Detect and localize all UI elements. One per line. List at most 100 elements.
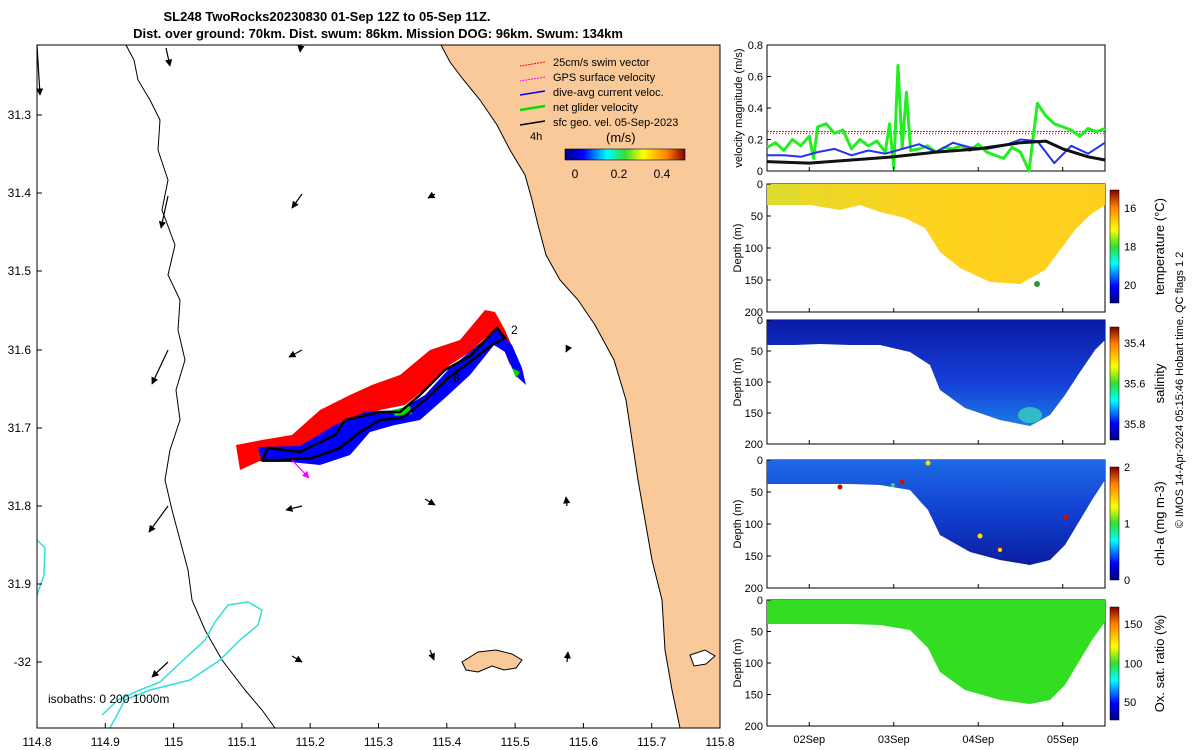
legend-current-icon bbox=[519, 90, 546, 96]
point-label-6: 6 bbox=[453, 371, 460, 385]
profile-ytick-label: 0 bbox=[757, 315, 763, 327]
velocity-ytick-label: 0.4 bbox=[748, 103, 763, 115]
map-legend: 25cm/s swim vector GPS surface velocity … bbox=[519, 57, 686, 181]
legend-swim-vector-icon bbox=[519, 61, 546, 67]
salinity-fresh-patch bbox=[1018, 407, 1042, 423]
profile-ytick-label: 150 bbox=[745, 275, 763, 287]
profile-xtick-label: 04Sep bbox=[962, 734, 994, 746]
profile-ylabel: Depth (m) bbox=[732, 500, 744, 549]
salinity-colorbar bbox=[1109, 326, 1120, 441]
oxygen-colorbar bbox=[1109, 606, 1120, 721]
map-xtick-label: 115.2 bbox=[296, 735, 325, 749]
rottnest-island bbox=[461, 649, 523, 673]
temperature-section bbox=[767, 184, 1105, 284]
profile-ytick-label: 50 bbox=[751, 487, 763, 499]
colorbar-label: temperature (°C) bbox=[1152, 198, 1167, 295]
profile-ylabel: Depth (m) bbox=[732, 358, 744, 407]
temperature-cool-point bbox=[1034, 281, 1040, 287]
legend-net-velocity: net glider velocity bbox=[553, 102, 638, 114]
map-xtick-label: 115.5 bbox=[501, 735, 530, 749]
profile-ylabel: Depth (m) bbox=[732, 224, 744, 273]
velocity-ylabel: velocity magnitude (m/s) bbox=[733, 48, 745, 167]
profile-ytick-label: 200 bbox=[745, 721, 763, 733]
colorbar-label: chl-a (mg m-3) bbox=[1152, 481, 1167, 566]
profile-ytick-label: 200 bbox=[745, 307, 763, 319]
oxygen-section bbox=[767, 600, 1105, 704]
map-ytick-label: 31.6 bbox=[8, 343, 32, 357]
colorbar-tick-label: 20 bbox=[1124, 280, 1136, 292]
velocity-ytick-label: 0 bbox=[757, 166, 763, 178]
map-xtick-label: 115.1 bbox=[227, 735, 256, 749]
map-ytick-label: 31.9 bbox=[8, 577, 32, 591]
gps-velocity-arrow bbox=[291, 459, 310, 479]
velocity-ytick-label: 0.8 bbox=[748, 40, 763, 52]
profile-ytick-label: 50 bbox=[751, 211, 763, 223]
legend-gps: GPS surface velocity bbox=[553, 72, 656, 84]
isobath-note: isobaths: 0 200 1000m bbox=[48, 692, 169, 706]
map-xtick-label: 114.9 bbox=[91, 735, 120, 749]
profile-ytick-label: 0 bbox=[757, 179, 763, 191]
map-colorbar-tick: 0 bbox=[572, 167, 579, 181]
velocity-series-line-3 bbox=[766, 139, 1106, 165]
coastline-land bbox=[440, 44, 721, 729]
swim-vectors-band bbox=[236, 310, 518, 470]
salinity-section bbox=[767, 320, 1105, 426]
profile-xtick-label: 03Sep bbox=[878, 734, 910, 746]
profile-ytick-label: 50 bbox=[751, 346, 763, 358]
velocity-series-line-1 bbox=[766, 64, 1106, 173]
map-colorbar-tick: 0.2 bbox=[611, 167, 628, 181]
legend-swim-vector: 25cm/s swim vector bbox=[553, 57, 650, 69]
map-xtick-label: 115.6 bbox=[569, 735, 598, 749]
colorbar-tick-label: 18 bbox=[1124, 242, 1136, 254]
chla-section bbox=[767, 460, 1105, 565]
map-ytick-label: 31.3 bbox=[8, 108, 32, 122]
map-xtick-label: 114.8 bbox=[22, 735, 51, 749]
legend-current: dive-avg current veloc. bbox=[553, 87, 664, 99]
velocity-ytick-label: 0.6 bbox=[748, 72, 763, 84]
colorbar-tick-label: 35.6 bbox=[1124, 379, 1145, 391]
profile-ylabel: Depth (m) bbox=[732, 639, 744, 688]
map-ytick-label: 31.4 bbox=[8, 186, 32, 200]
legend-gps-icon bbox=[519, 76, 546, 82]
legend-net-velocity-icon bbox=[519, 104, 546, 112]
profile-ytick-label: 150 bbox=[745, 408, 763, 420]
colorbar-tick-label: 35.8 bbox=[1124, 419, 1145, 431]
profile-ytick-label: 150 bbox=[745, 690, 763, 702]
map-ytick-label: -32 bbox=[14, 655, 32, 669]
colorbar-tick-label: 35.4 bbox=[1124, 338, 1145, 350]
velocity-series bbox=[766, 64, 1106, 173]
temperature-cool-patch bbox=[767, 184, 800, 205]
colorbar-tick-label: 50 bbox=[1124, 697, 1136, 709]
profile-xtick-label: 02Sep bbox=[793, 734, 825, 746]
chla-colorbar bbox=[1109, 466, 1120, 581]
profile-ytick-label: 100 bbox=[745, 243, 763, 255]
colorbar-tick-label: 2 bbox=[1124, 462, 1130, 474]
profile-ytick-label: 0 bbox=[757, 455, 763, 467]
map-xtick-label: 115.8 bbox=[705, 735, 734, 749]
title-line-1: SL248 TwoRocks20230830 01-Sep 12Z to 05-… bbox=[163, 9, 490, 24]
map-colorbar-tick: 0.4 bbox=[654, 167, 671, 181]
scale-label: 4h bbox=[530, 131, 542, 143]
map-panel: 2 6 25cm/ bbox=[8, 44, 735, 749]
profile-ytick-label: 200 bbox=[745, 583, 763, 595]
map-axis-ticks: 114.8 114.9 115 115.1 115.2 115.3 115.4 115.5 11… bbox=[8, 108, 735, 749]
temperature-colorbar bbox=[1109, 189, 1120, 304]
profile-xtick-label: 05Sep bbox=[1047, 734, 1079, 746]
title-line-2: Dist. over ground: 70km. Dist. swum: 86k… bbox=[133, 26, 623, 41]
profile-ytick-label: 150 bbox=[745, 551, 763, 563]
map-xtick-label: 115.4 bbox=[432, 735, 461, 749]
map-ytick-label: 31.8 bbox=[8, 499, 32, 513]
colorbar-tick-label: 150 bbox=[1124, 619, 1142, 631]
imos-credit: © IMOS 14-Apr-2024 05:15:46 Hobart time.… bbox=[1174, 252, 1186, 529]
colorbar-tick-label: 16 bbox=[1124, 203, 1136, 215]
map-xtick-label: 115.3 bbox=[364, 735, 393, 749]
map-colorbar-title: (m/s) bbox=[606, 130, 636, 145]
legend-geo-vel-icon bbox=[519, 120, 546, 126]
map-xtick-label: 115.7 bbox=[637, 735, 666, 749]
isobath-200 bbox=[125, 44, 276, 729]
velocity-panel: 0 0.2 0.4 0.6 0.8 velocity magnitude (m/s) bbox=[733, 40, 1106, 178]
map-colorbar bbox=[564, 148, 686, 161]
map-xtick-label: 115 bbox=[164, 735, 183, 749]
